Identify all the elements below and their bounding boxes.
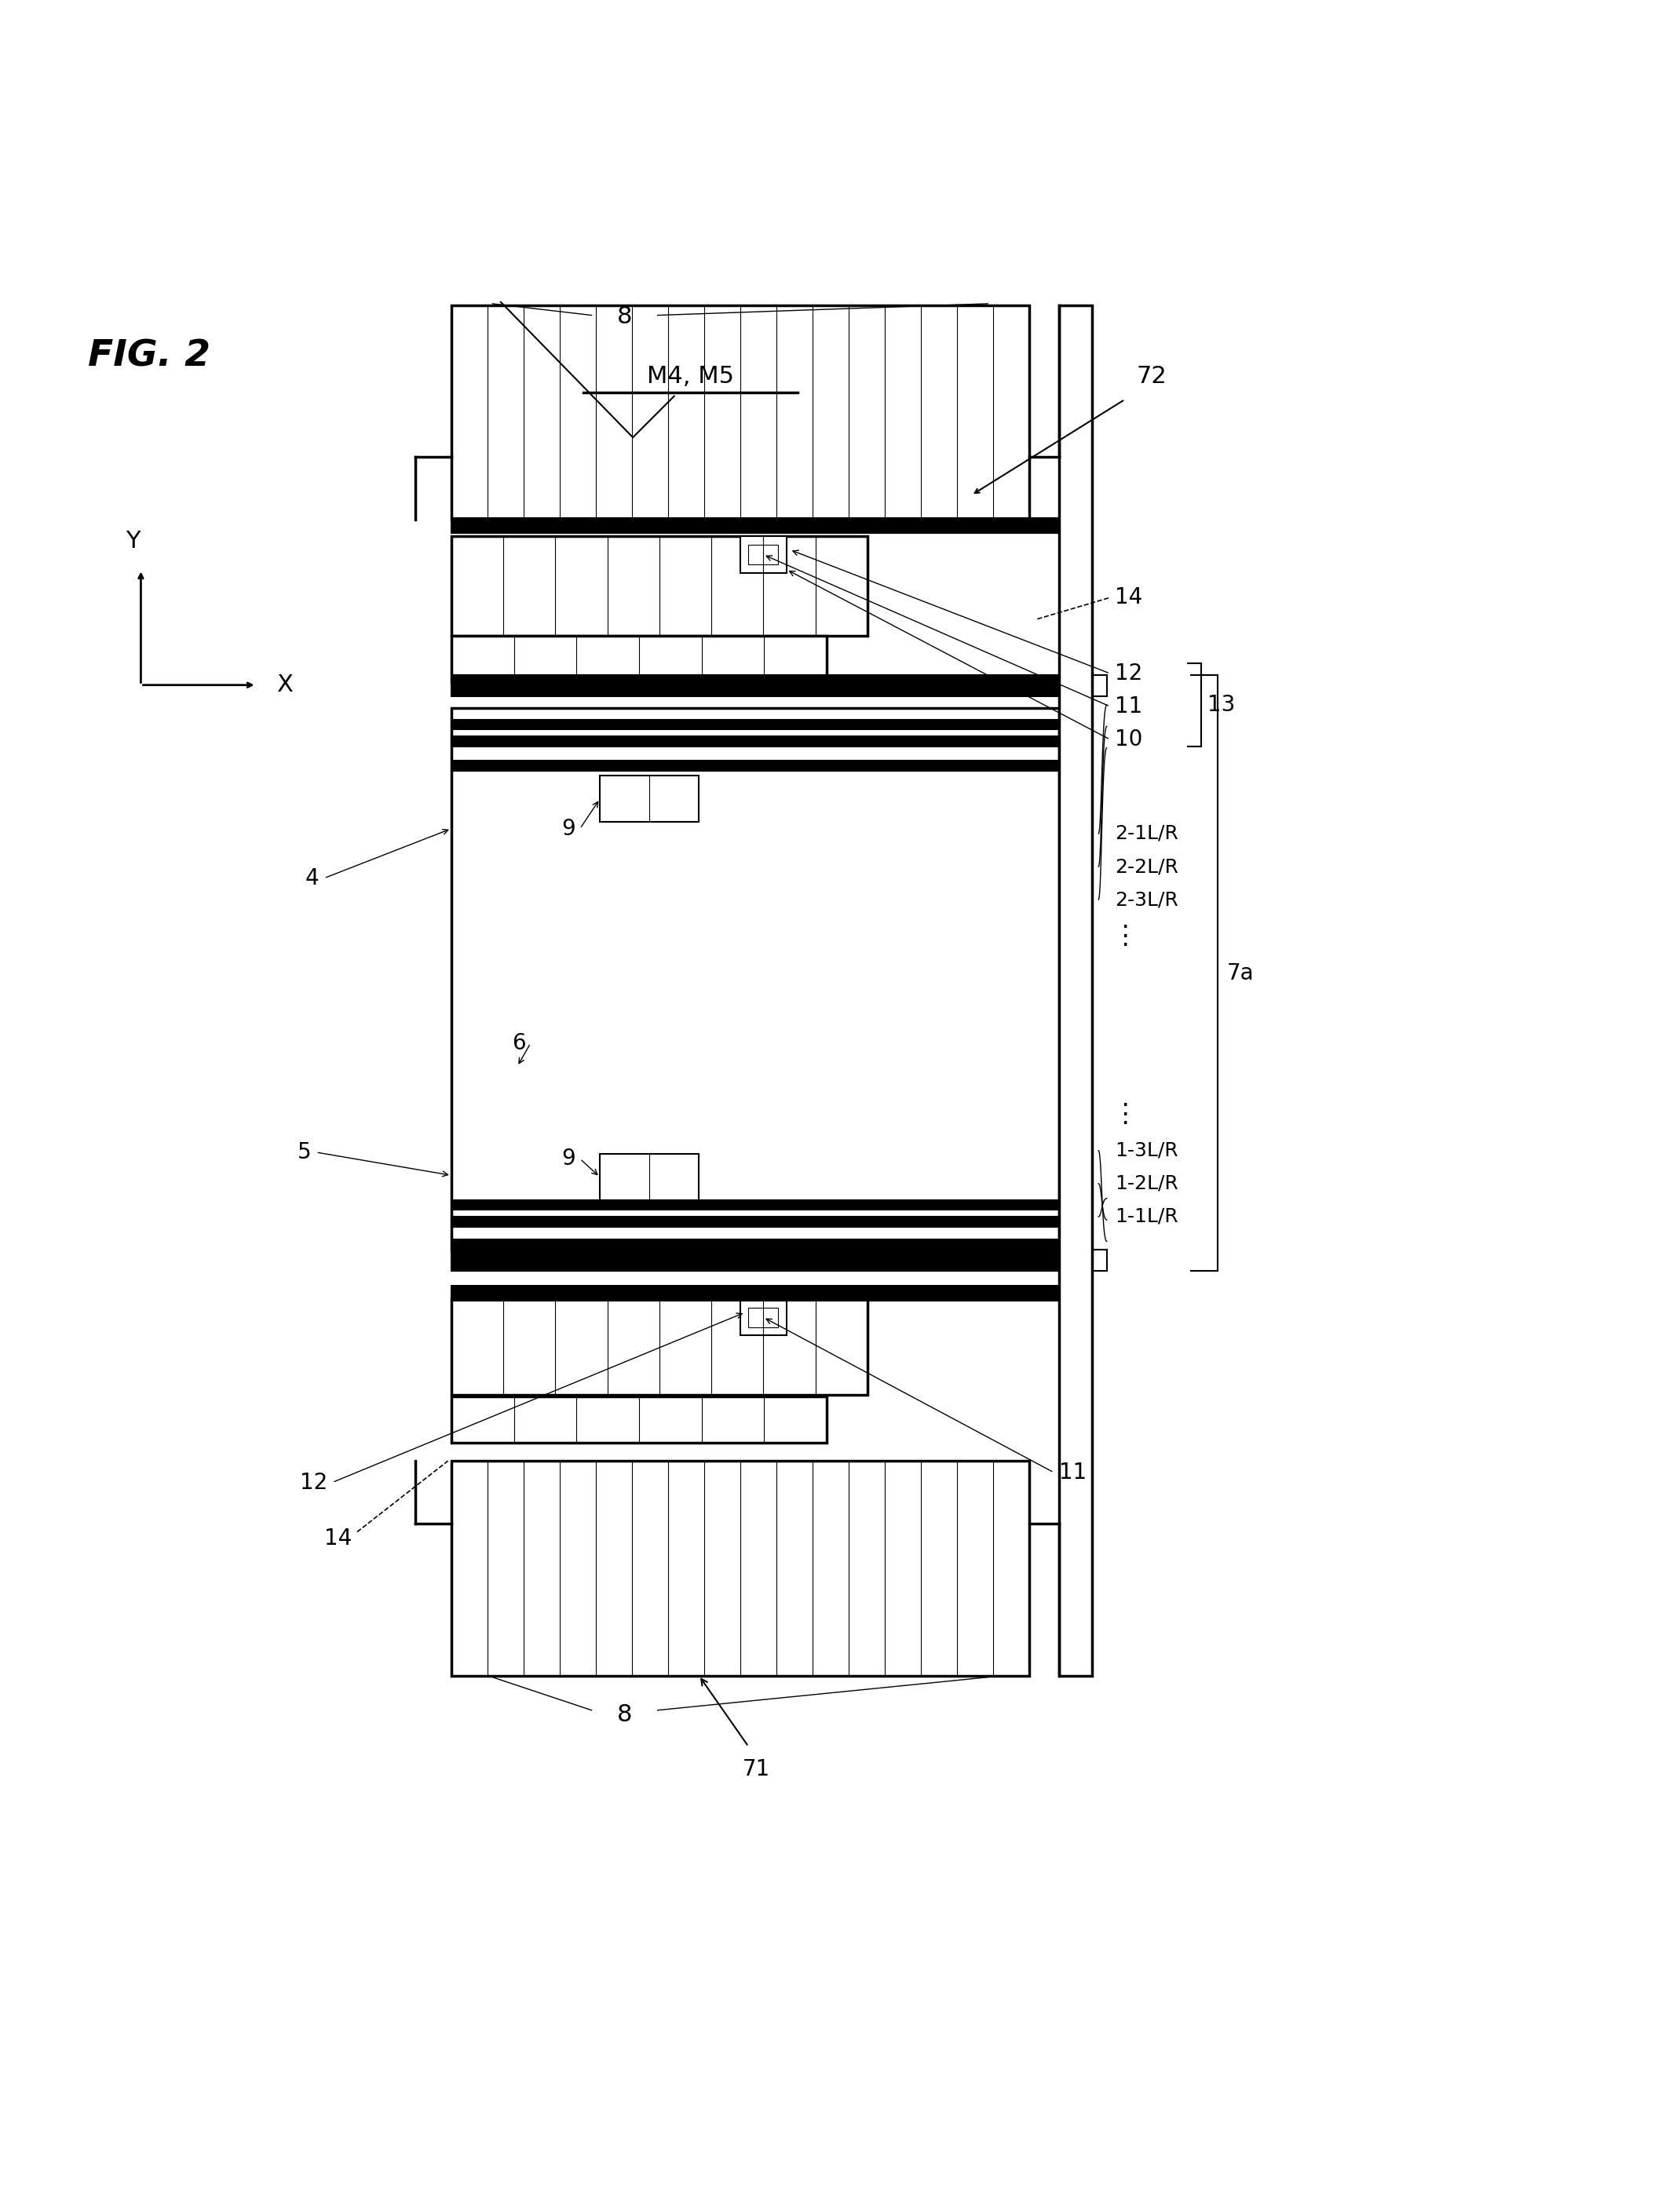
Bar: [452, 761, 1059, 770]
Text: 1-1L/R: 1-1L/R: [1115, 1208, 1178, 1225]
Text: 2-1L/R: 2-1L/R: [1115, 825, 1178, 843]
Bar: [600, 1155, 700, 1201]
Text: Y: Y: [125, 531, 140, 553]
Text: ⋮: ⋮: [1112, 1102, 1138, 1128]
Text: 1-3L/R: 1-3L/R: [1115, 1141, 1178, 1159]
Bar: [452, 1250, 1059, 1272]
Text: 9: 9: [562, 1148, 575, 1170]
Bar: [452, 1217, 1059, 1225]
Bar: [452, 1460, 1029, 1674]
Bar: [452, 675, 1059, 697]
Bar: [748, 1307, 778, 1327]
Text: 2-2L/R: 2-2L/R: [1115, 858, 1178, 876]
Text: ⋮: ⋮: [1112, 922, 1138, 949]
Bar: [748, 544, 778, 564]
Text: 12: 12: [299, 1471, 327, 1493]
Text: 7a: 7a: [1227, 962, 1255, 984]
Bar: [452, 1285, 1059, 1301]
Text: FIG. 2: FIG. 2: [88, 338, 211, 374]
Text: 71: 71: [743, 1759, 771, 1781]
Text: 14: 14: [324, 1528, 352, 1551]
Text: 2-3L/R: 2-3L/R: [1115, 889, 1178, 909]
Text: X: X: [276, 675, 293, 697]
Bar: [452, 708, 1059, 1250]
Text: 5: 5: [297, 1141, 311, 1164]
Text: 11: 11: [1059, 1462, 1087, 1484]
Bar: [452, 538, 868, 635]
Bar: [452, 1298, 868, 1396]
Bar: [740, 538, 786, 573]
Bar: [452, 1239, 1059, 1250]
Bar: [452, 1201, 1059, 1210]
Bar: [740, 1298, 786, 1336]
Text: 11: 11: [1115, 695, 1143, 717]
Text: 72: 72: [1137, 365, 1167, 387]
Bar: [600, 776, 700, 823]
Bar: [452, 305, 1029, 520]
Bar: [452, 635, 828, 681]
Bar: [452, 737, 1059, 745]
Text: 1-2L/R: 1-2L/R: [1115, 1175, 1178, 1192]
Text: 4: 4: [306, 867, 319, 889]
Text: 12: 12: [1115, 661, 1143, 684]
Text: M4, M5: M4, M5: [647, 365, 735, 387]
Bar: [452, 518, 1059, 533]
Bar: [452, 719, 1059, 730]
Text: 9: 9: [562, 818, 575, 841]
Text: 10: 10: [1115, 728, 1143, 750]
Text: 8: 8: [617, 1703, 632, 1725]
Text: 14: 14: [1115, 586, 1143, 608]
Bar: [452, 1396, 828, 1442]
Bar: [1059, 305, 1092, 1674]
Text: 8: 8: [617, 305, 632, 327]
Text: 6: 6: [512, 1033, 525, 1055]
Text: 13: 13: [1208, 695, 1235, 717]
